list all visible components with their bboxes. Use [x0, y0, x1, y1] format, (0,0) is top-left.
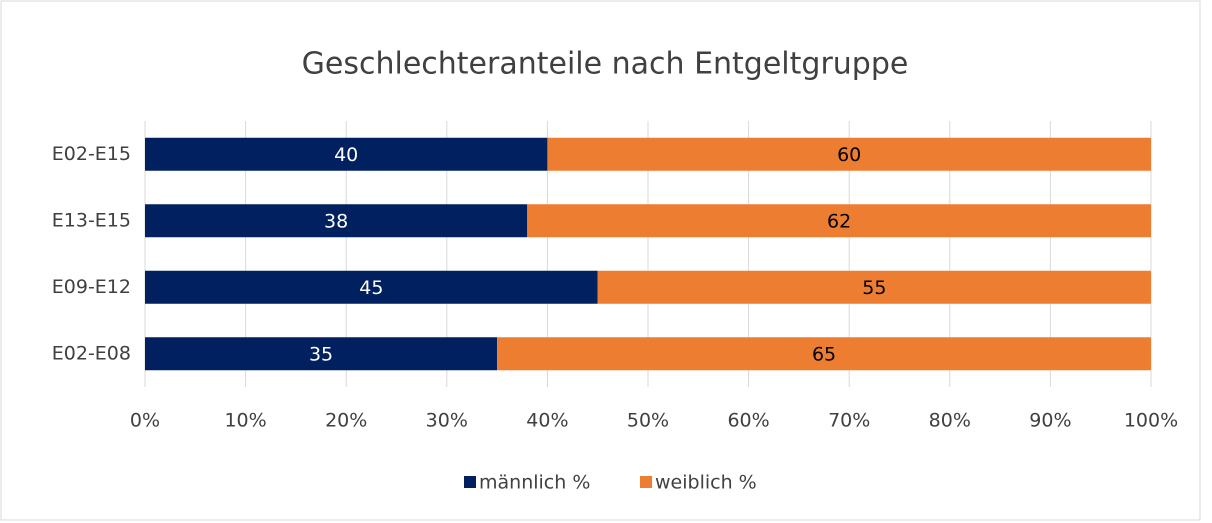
bar-segment [145, 270, 598, 304]
bar-segment [145, 337, 498, 371]
x-tick-label: 90% [1029, 410, 1071, 432]
x-tick-label: 50% [627, 410, 669, 432]
data-label: 55 [862, 277, 886, 299]
y-tick-label: E02-E08 [52, 342, 131, 364]
data-label: 62 [827, 210, 851, 232]
legend-swatch [640, 476, 652, 488]
legend-swatch [464, 476, 476, 488]
bar-segment [497, 337, 1152, 371]
x-tick-label: 70% [828, 410, 870, 432]
x-tick-label: 60% [727, 410, 769, 432]
y-tick-label: E09-E12 [52, 276, 131, 298]
x-tick-label: 20% [325, 410, 367, 432]
legend-label: weiblich % [655, 472, 757, 494]
data-label: 40 [334, 144, 358, 166]
data-label: 35 [309, 343, 333, 365]
y-tick-label: E13-E15 [52, 209, 131, 231]
legend-label: männlich % [479, 472, 590, 494]
data-label: 38 [324, 210, 348, 232]
bar-segment [547, 137, 1151, 171]
x-tick-label: 80% [929, 410, 971, 432]
data-label: 60 [837, 144, 861, 166]
bar-segment [145, 137, 548, 171]
x-tick-label: 10% [224, 410, 266, 432]
data-label: 65 [812, 343, 836, 365]
bar-segment [527, 204, 1151, 238]
chart-title: Geschlechteranteile nach Entgeltgruppe [302, 47, 909, 82]
y-tick-label: E02-E15 [52, 143, 131, 165]
data-label: 45 [359, 277, 383, 299]
x-tick-label: 0% [130, 410, 160, 432]
x-tick-label: 40% [526, 410, 568, 432]
bar-segment [145, 204, 528, 238]
bar-segment [597, 270, 1151, 304]
x-tick-label: 30% [426, 410, 468, 432]
x-tick-label: 100% [1124, 410, 1178, 432]
